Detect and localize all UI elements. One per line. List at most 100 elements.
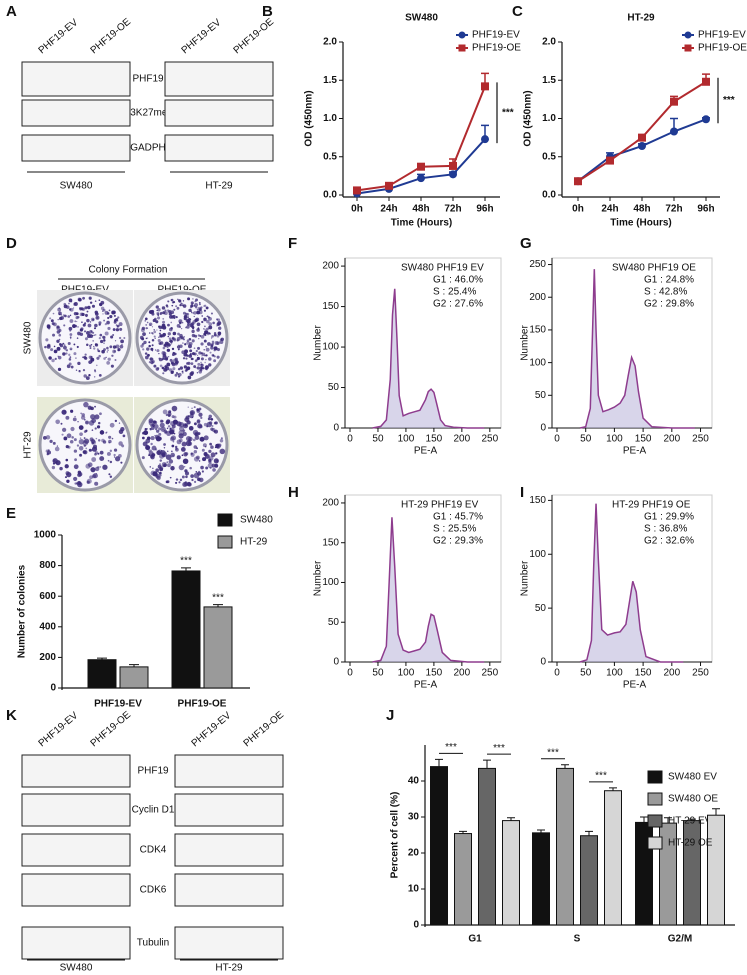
x-tick-label: 96h: [697, 204, 714, 215]
x-tick-label: 200: [663, 434, 680, 445]
colony-dot: [52, 459, 56, 463]
x-tick-label: 50: [372, 434, 384, 445]
colony-dot: [159, 334, 164, 338]
legend-label: PHF19-EV: [698, 30, 746, 41]
x-tick-label: 50: [580, 668, 592, 679]
colony-dot: [144, 352, 148, 355]
colony-dot: [181, 475, 185, 479]
colony-dot: [68, 326, 73, 331]
marker: [449, 161, 457, 170]
colony-dot: [82, 440, 89, 446]
cell-line-label: HT-29: [205, 181, 233, 192]
colony-dot: [44, 345, 47, 349]
colony-dot: [214, 340, 219, 345]
colony-dot: [67, 315, 71, 318]
colony-dot: [188, 337, 192, 341]
colony-dot: [216, 347, 221, 352]
colony-dot: [212, 468, 216, 472]
panel-letter: A: [6, 3, 17, 20]
colony-dot: [186, 339, 190, 342]
colony-dot: [154, 434, 156, 437]
colony-dot: [198, 470, 200, 473]
colony-dot: [115, 344, 120, 349]
colony-dot: [175, 478, 179, 481]
colony-dot: [94, 414, 100, 420]
colony-dot: [69, 336, 72, 339]
colony-dot: [107, 326, 111, 331]
colony-dot: [109, 345, 113, 349]
colony-dot: [182, 322, 184, 324]
colony-dot: [198, 477, 204, 483]
annotation: G2 : 32.6%: [644, 536, 694, 547]
colony-dot: [103, 339, 106, 342]
colony-dot: [110, 364, 114, 368]
colony-dot: [94, 481, 99, 486]
colony-dot: [52, 333, 56, 337]
colony-dot: [151, 326, 154, 328]
colony-dot: [64, 410, 67, 413]
colony-dot: [69, 356, 72, 358]
colony-dot: [215, 347, 218, 350]
colony-dot: [94, 323, 98, 328]
y-axis-label: OD (450nm): [304, 90, 315, 146]
colony-dot: [84, 356, 88, 360]
colony-dot: [153, 330, 157, 334]
colony-dot: [166, 430, 172, 436]
x-axis-label: PE-A: [623, 680, 647, 691]
colony-dot: [180, 447, 186, 452]
colony-dot: [66, 471, 72, 478]
colony-dot: [180, 327, 183, 330]
colony-dot: [171, 362, 176, 367]
annotation: S : 25.4%: [433, 287, 476, 298]
colony-dot: [92, 340, 94, 342]
colony-dot: [93, 376, 96, 378]
colony-dot: [158, 353, 160, 355]
colony-dot: [81, 312, 85, 317]
colony-dot: [204, 452, 208, 456]
bar: [171, 570, 201, 689]
annotation: G1 : 46.0%: [433, 275, 483, 286]
colony-dot: [150, 426, 155, 430]
colony-dot: [216, 444, 218, 447]
colony-dot: [187, 406, 189, 408]
colony-dot: [205, 306, 209, 310]
blot-frame: [21, 99, 131, 127]
colony-dot: [90, 317, 95, 322]
colony-dot: [57, 307, 62, 312]
colony-dot: [172, 359, 176, 363]
colony-dot: [162, 409, 168, 415]
colony-dot: [96, 348, 99, 351]
significance-label: ***: [180, 556, 192, 567]
colony-dot: [216, 355, 220, 359]
y-tick-label: 100: [322, 577, 339, 588]
colony-dot: [148, 310, 153, 314]
colony-dot: [74, 320, 77, 323]
colony-dot: [46, 452, 49, 456]
colony-dot: [162, 354, 167, 358]
colony-dot: [57, 318, 59, 321]
error-bar: [181, 567, 191, 571]
colony-dot: [158, 336, 160, 338]
colony-dot: [163, 357, 166, 360]
legend-marker: [684, 31, 692, 39]
colony-dot: [206, 425, 209, 428]
colony-dot: [191, 329, 195, 334]
colony-dot: [200, 357, 204, 361]
lane-label: PHF19-OE: [242, 709, 287, 749]
annotation: SW480 PHF19 EV: [401, 263, 484, 274]
colony-dot: [187, 323, 190, 326]
colony-dot: [187, 375, 192, 380]
colony-dot: [167, 310, 171, 314]
colony-dot: [200, 306, 203, 309]
colony-dot: [118, 422, 121, 424]
colony-dot: [213, 349, 216, 352]
colony-dot: [198, 412, 203, 417]
colony-dot: [199, 436, 205, 442]
colony-dot: [91, 344, 93, 346]
colony-dot: [170, 450, 173, 453]
colony-dot: [143, 340, 147, 345]
lane-label: PHF19-EV: [37, 17, 81, 56]
colony-dot: [94, 310, 98, 315]
colony-dot: [215, 452, 218, 455]
colony-dot: [214, 446, 217, 449]
